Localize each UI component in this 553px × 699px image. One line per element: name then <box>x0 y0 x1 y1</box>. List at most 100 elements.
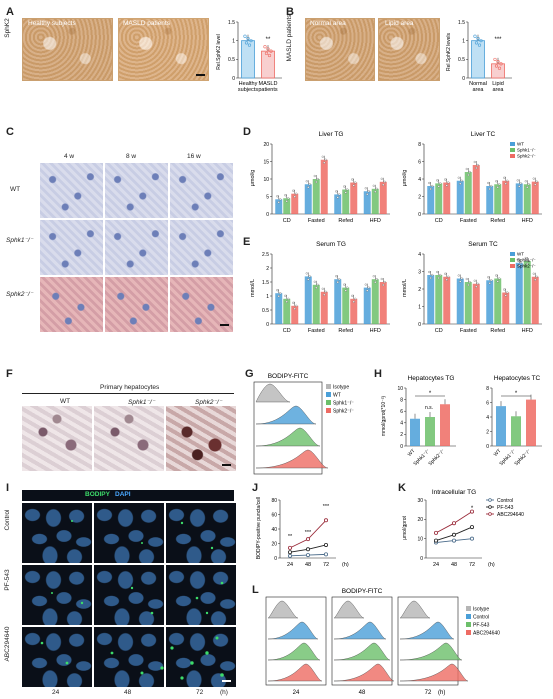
plot-frame <box>253 381 323 475</box>
data-point <box>292 301 295 304</box>
bar <box>502 292 510 324</box>
panel-letter-c: C <box>6 126 14 138</box>
data-point <box>336 196 339 199</box>
data-point <box>267 53 272 58</box>
data-point <box>288 553 293 558</box>
histology-wt-8w <box>105 163 168 218</box>
y-tick-label: 1 <box>232 38 235 44</box>
histogram-curve <box>255 405 317 425</box>
data-point <box>279 292 282 295</box>
label-f-sphk1: Sphk1⁻/⁻ <box>128 399 156 406</box>
y-tick-label: 3 <box>418 269 421 275</box>
scale-bar <box>222 464 231 466</box>
data-point <box>428 270 431 274</box>
bar <box>320 159 328 214</box>
data-point <box>460 277 463 280</box>
chart-title: BODIPY-FITC <box>342 588 383 595</box>
bar <box>471 40 485 79</box>
bar <box>435 183 443 214</box>
panel-letter-i: I <box>6 482 10 494</box>
data-point <box>382 283 385 287</box>
data-point <box>324 552 329 557</box>
x-tick-label: CD <box>283 218 291 224</box>
bar <box>427 275 435 324</box>
data-point <box>494 64 499 68</box>
y-tick-label: 30 <box>417 498 423 504</box>
legend-label: Sphk2⁻/⁻ <box>333 409 354 415</box>
col-16w: 16 w <box>187 153 201 160</box>
data-point <box>516 179 519 182</box>
data-point <box>324 518 329 523</box>
data-point <box>473 160 476 164</box>
data-point <box>527 183 530 186</box>
data-point <box>323 293 326 296</box>
data-point <box>315 286 318 289</box>
y-tick-label: 0 <box>274 556 277 562</box>
y-tick-label: 60 <box>271 512 277 518</box>
chart-k: Intracellular TG 0 10 20 30 μmol/gprot 24 48 72 (… <box>402 489 524 568</box>
data-point <box>459 280 462 283</box>
data-point <box>316 177 319 181</box>
data-point <box>264 51 269 55</box>
y-axis-label: μmol/g <box>250 170 256 187</box>
flow-histogram-g: BODIPY-FITC Isotype WT Sphk1⁻/⁻ Sphk2⁻/⁻ <box>253 373 354 475</box>
x-tick-label: CD <box>435 218 443 224</box>
data-point <box>313 174 316 178</box>
time-label: 72 <box>425 690 432 696</box>
data-point <box>324 542 329 547</box>
y-axis-label: BODIPY-positive puncta/cell <box>256 497 262 559</box>
legend-label: Sphk2⁻/⁻ <box>517 264 536 269</box>
data-point <box>465 277 468 281</box>
x-tick-label: 48 <box>451 562 457 568</box>
x-tick-label: area <box>492 87 504 93</box>
histology-sphk2-4w <box>40 277 103 332</box>
data-point <box>335 275 338 278</box>
x-tick-label: Refed <box>338 218 353 224</box>
legend-label: Sphk1⁻/⁻ <box>333 401 354 407</box>
ihc-image-healthy <box>22 18 113 81</box>
data-point <box>292 189 295 192</box>
legend-swatch <box>326 392 331 397</box>
legend-label: Sphk1⁻/⁻ <box>517 258 536 263</box>
time-72: 72 <box>196 689 204 696</box>
data-point <box>516 258 519 261</box>
data-point <box>439 182 442 185</box>
data-point <box>535 275 538 278</box>
fluor-control-48 <box>94 503 164 563</box>
legend-swatch <box>510 264 515 268</box>
data-point <box>431 184 434 188</box>
x-tick-label: 48 <box>305 562 311 568</box>
data-point <box>519 261 522 264</box>
y-tick-label: 0.5 <box>262 308 269 314</box>
data-point <box>243 34 247 38</box>
data-point <box>305 272 308 275</box>
data-point <box>288 545 293 550</box>
row-pf543: PF-543 <box>4 569 11 591</box>
bar <box>283 198 291 214</box>
legend-swatch <box>510 154 515 158</box>
bar <box>342 189 350 214</box>
bar <box>486 280 494 324</box>
y-tick-label: 1 <box>462 38 465 44</box>
data-point <box>324 158 327 161</box>
significance-label: * <box>429 391 432 397</box>
y-tick-label: 1.5 <box>228 20 235 26</box>
x-tick-label: Fasted <box>308 328 325 334</box>
chart-hepatocytes-tg: Hepatocytes TG 0 2 4 6 8 10 mmol/gprot(*10⁻³) WT… <box>381 375 456 467</box>
bar <box>502 180 510 214</box>
legend-marker <box>488 498 492 502</box>
data-point <box>344 289 347 292</box>
x-tick-label: MASLD <box>259 81 278 87</box>
histogram-curve <box>267 663 323 682</box>
data-point <box>444 178 447 181</box>
data-point <box>276 289 279 292</box>
legend-label: Isotype <box>473 607 489 613</box>
x-tick-label: Healthy <box>239 81 258 87</box>
bar <box>410 418 420 446</box>
side-label-sphk2: SphK2 <box>4 18 11 38</box>
data-point <box>527 259 530 263</box>
y-tick-label: 80 <box>271 498 277 504</box>
hepatocyte-image-sphk1 <box>94 406 164 471</box>
label-bodipy: BODIPY <box>85 491 110 498</box>
